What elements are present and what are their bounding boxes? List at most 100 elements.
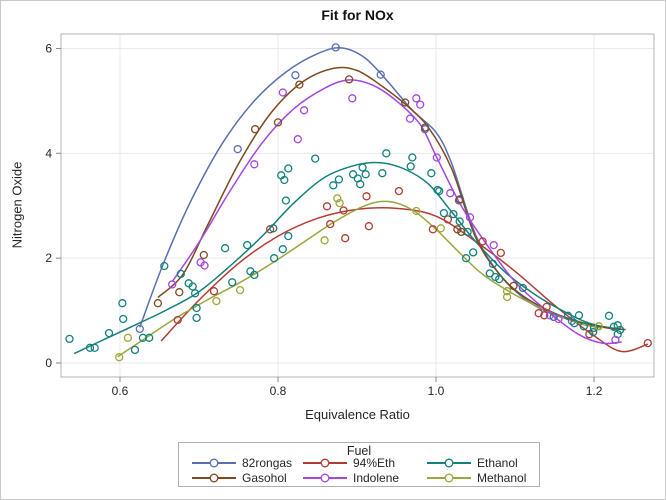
marker-82rongas	[376, 70, 385, 79]
marker-Indolene	[412, 94, 421, 103]
marker-Gasohol	[250, 125, 260, 134]
marker-Ethanol	[190, 289, 200, 298]
marker-Methanol	[335, 198, 344, 208]
marker-Ethanol	[104, 328, 114, 338]
marker-Gasohol	[273, 118, 283, 127]
marker-82rongas	[291, 71, 300, 80]
marker-Ethanol	[138, 333, 148, 342]
marker-Methanol	[115, 353, 124, 362]
legend-item-94%Eth: 94%Eth	[302, 456, 396, 470]
legend-marker	[320, 458, 330, 468]
marker-Ethanol	[463, 227, 472, 237]
marker-Ethanol	[119, 314, 128, 324]
legend-item-Indolene: Indolene	[302, 471, 399, 485]
marker-Ethanol	[192, 313, 201, 323]
legend-swatch	[303, 473, 347, 483]
marker-Ethanol	[65, 334, 74, 344]
y-tick-label: 2	[45, 251, 52, 265]
marker-Indolene	[348, 94, 357, 103]
marker-Ethanol	[358, 163, 367, 172]
marker-Indolene	[293, 135, 302, 144]
marker-Ethanol	[176, 269, 185, 279]
marker-Gasohol	[295, 80, 304, 89]
marker-94%Eth	[341, 234, 350, 243]
marker-Ethanol	[243, 240, 252, 250]
marker-Ethanol	[563, 311, 573, 320]
marker-Indolene	[554, 314, 563, 324]
marker-94%Eth	[394, 186, 404, 196]
marker-Methanol	[333, 194, 342, 203]
fit-curve-94%Eth	[160, 206, 649, 353]
legend-label: Methanol	[477, 471, 527, 485]
marker-Indolene	[489, 240, 498, 250]
marker-Methanol	[412, 206, 421, 216]
marker-Indolene	[299, 106, 309, 115]
marker-82rongas	[233, 144, 242, 154]
marker-Ethanol	[378, 169, 387, 178]
marker-Ethanol	[348, 170, 358, 179]
marker-Ethanol	[579, 322, 588, 331]
legend-label: 82rongas	[242, 456, 293, 470]
marker-Indolene	[168, 280, 177, 289]
marker-Methanol	[502, 287, 512, 296]
marker-Ethanol	[574, 311, 584, 320]
plot-area: 0.6 0.8 1.0 1.2 0 2 4 6	[45, 33, 655, 398]
marker-Indolene	[446, 189, 455, 198]
legend-title: Fuel	[346, 444, 372, 458]
y-tick-label: 6	[45, 41, 52, 55]
marker-Gasohol	[509, 281, 518, 291]
marker-Indolene	[545, 311, 554, 320]
marker-Ethanol	[488, 259, 498, 269]
marker-Indolene	[465, 213, 475, 222]
chart-title: Fit for NOx	[321, 7, 394, 23]
marker-Ethanol	[228, 278, 237, 287]
marker-94%Eth	[209, 287, 219, 296]
x-axis-label: Equivalence Ratio	[305, 407, 410, 422]
x-tick-label: 0.6	[112, 384, 129, 398]
marker-Ethanol	[145, 333, 154, 342]
x-tick-label: 1.2	[586, 384, 603, 398]
y-axis-label: Nitrogen Oxide	[9, 161, 25, 249]
legend-item-Gasohol: Gasohol	[191, 471, 287, 485]
y-tick-label: 4	[45, 146, 52, 160]
marker-Ethanol	[408, 153, 417, 162]
marker-Ethanol	[604, 311, 614, 320]
marker-94%Eth	[326, 219, 335, 229]
marker-Indolene	[611, 335, 620, 345]
y-tick-label: 0	[45, 356, 52, 370]
marker-94%Eth	[534, 309, 543, 318]
fit-curve-82rongas	[139, 47, 583, 328]
marker-94%Eth	[443, 215, 453, 224]
plot-frame	[60, 33, 655, 378]
legend-label: 94%Eth	[353, 456, 396, 470]
marker-94%Eth	[364, 222, 374, 231]
marker-Ethanol	[439, 208, 449, 218]
legend-swatch	[427, 473, 471, 483]
marker-Gasohol	[401, 98, 410, 107]
marker-Methanol	[320, 236, 329, 245]
marker-Ethanol	[118, 299, 127, 308]
fit-curve-Methanol	[117, 200, 603, 358]
marker-Ethanol	[250, 270, 259, 280]
marker-Ethanol	[589, 323, 599, 333]
marker-94%Eth	[428, 225, 438, 234]
marker-82rongas	[331, 43, 340, 52]
marker-Ethanol	[382, 149, 391, 158]
marker-Ethanol	[334, 175, 344, 184]
marker-Gasohol	[175, 288, 184, 297]
legend-item-Methanol: Methanol	[426, 471, 527, 485]
legend-swatch	[303, 458, 347, 468]
marker-Methanol	[502, 292, 512, 302]
x-tick-label: 1.0	[428, 384, 445, 398]
marker-Methanol	[123, 333, 133, 342]
marker-Ethanol	[311, 154, 320, 163]
marker-Indolene	[278, 88, 287, 97]
marker-Ethanol	[518, 283, 528, 293]
marker-94%Eth	[322, 202, 332, 211]
marker-Gasohol	[455, 195, 464, 204]
legend-swatch	[192, 458, 236, 468]
legend-marker	[209, 458, 219, 468]
marker-Ethanol	[280, 175, 289, 185]
marker-82rongas	[567, 316, 577, 326]
marker-94%Eth	[643, 338, 652, 348]
